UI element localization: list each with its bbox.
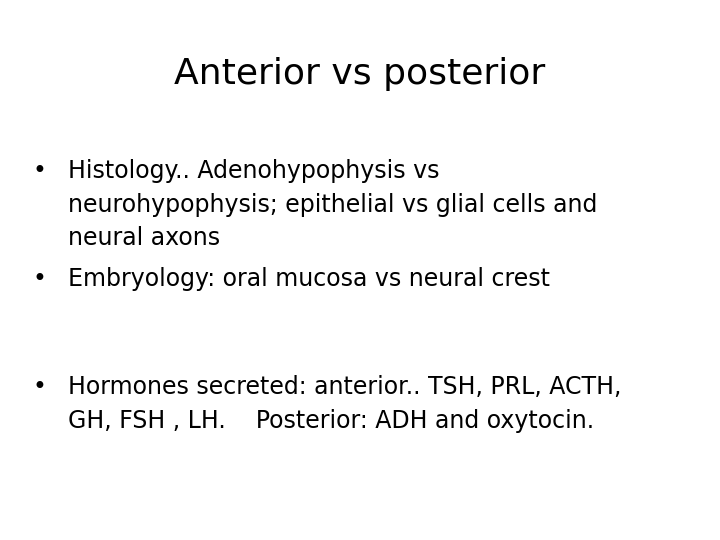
Text: Embryology: oral mucosa vs neural crest: Embryology: oral mucosa vs neural crest [68,267,550,291]
Text: •: • [32,267,47,291]
Text: Anterior vs posterior: Anterior vs posterior [174,57,546,91]
Text: •: • [32,159,47,183]
Text: •: • [32,375,47,399]
Text: Hormones secreted: anterior.. TSH, PRL, ACTH,
GH, FSH , LH.    Posterior: ADH an: Hormones secreted: anterior.. TSH, PRL, … [68,375,622,433]
Text: Histology.. Adenohypophysis vs
neurohypophysis; epithelial vs glial cells and
ne: Histology.. Adenohypophysis vs neurohypo… [68,159,598,251]
